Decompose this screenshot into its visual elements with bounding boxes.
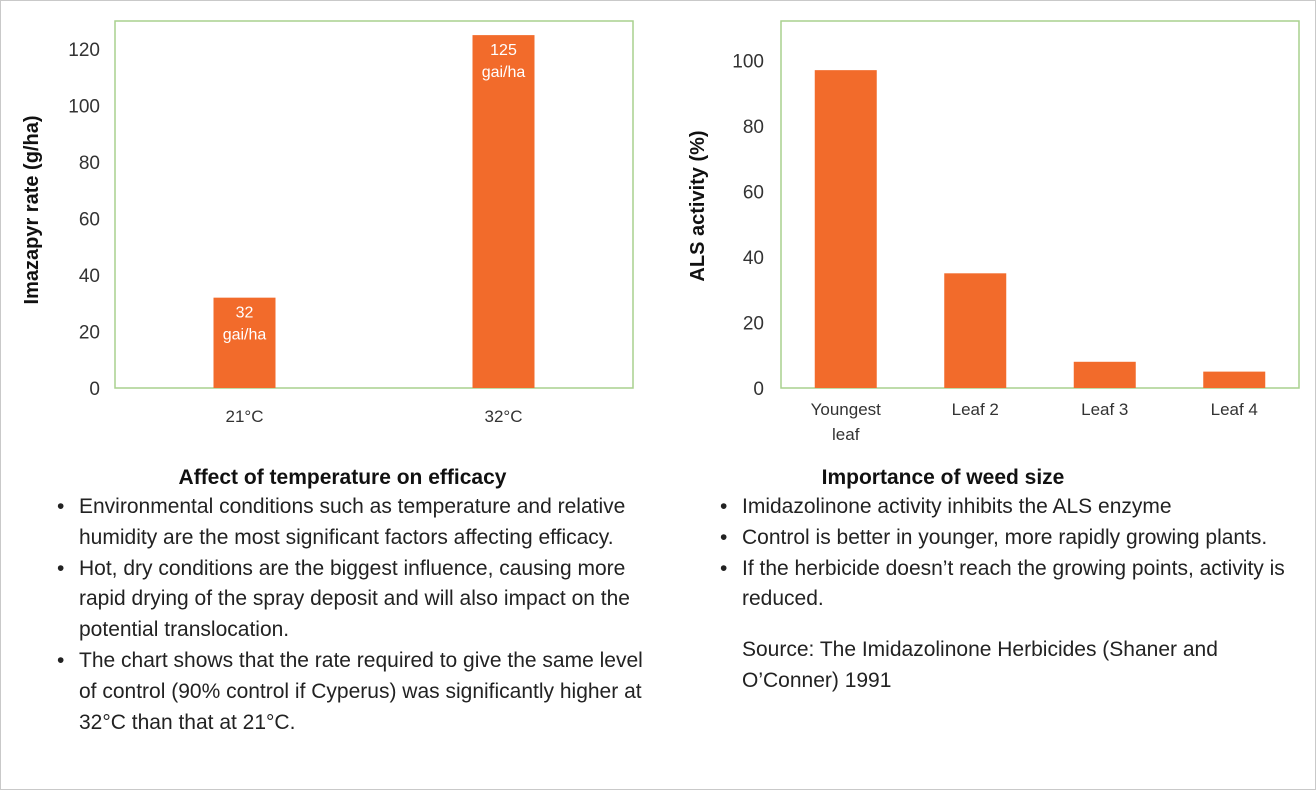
x-category-label: Youngest leaf bbox=[811, 400, 882, 444]
y-tick-label: 40 bbox=[79, 266, 100, 287]
y-tick-label: 80 bbox=[743, 117, 764, 138]
bar-data-label: 125 gai/ha bbox=[482, 42, 526, 81]
y-tick-label: 0 bbox=[753, 379, 764, 400]
x-category-label: Leaf 2 bbox=[952, 400, 999, 419]
panel-title-temperature: Affect of temperature on efficacy bbox=[178, 466, 507, 489]
bar bbox=[944, 273, 1007, 388]
weed-size-bullet-list: Imidazolinone activity inhibits the ALS … bbox=[718, 492, 1308, 615]
y-tick-label: 20 bbox=[79, 323, 100, 344]
bullet-item: The chart shows that the rate required t… bbox=[55, 646, 650, 738]
bar bbox=[472, 35, 535, 388]
bar bbox=[814, 70, 877, 388]
x-category-label: 21°C bbox=[226, 407, 264, 426]
y-tick-label: 120 bbox=[68, 40, 100, 61]
bar bbox=[213, 297, 276, 388]
y-tick-label: 60 bbox=[743, 182, 764, 203]
temperature-rate-chart: 0 20 40 60 80 100 120 Imazapyr rate (g/ha) 21°C 3… bbox=[21, 20, 634, 426]
y-axis-title: Imazapyr rate (g/ha) bbox=[21, 116, 43, 305]
bullet-item: If the herbicide doesn’t reach the growi… bbox=[718, 554, 1308, 616]
temperature-efficacy-panel: Affect of temperature on efficacy Enviro… bbox=[55, 466, 650, 738]
bullet-item: Imidazolinone activity inhibits the ALS … bbox=[718, 492, 1308, 523]
x-category-label: 32°C bbox=[485, 407, 523, 426]
y-tick-label: 40 bbox=[743, 248, 764, 269]
x-category-label: Leaf 3 bbox=[1081, 400, 1128, 419]
bar bbox=[1203, 371, 1266, 388]
y-tick-label: 80 bbox=[79, 153, 100, 174]
als-activity-chart: 0 20 40 60 80 100 ALS activity (%) Youngest leaf… bbox=[687, 20, 1300, 444]
bar bbox=[1073, 361, 1136, 388]
y-axis-title: ALS activity (%) bbox=[687, 130, 709, 281]
y-tick-label: 100 bbox=[68, 97, 100, 118]
x-category-label: Leaf 4 bbox=[1211, 400, 1258, 419]
plot-area-border bbox=[114, 20, 634, 389]
panel-title-weed-size: Importance of weed size bbox=[821, 466, 1065, 489]
weed-size-panel: Importance of weed size Imidazolinone ac… bbox=[718, 466, 1308, 697]
temperature-bullet-list: Environmental conditions such as tempera… bbox=[55, 492, 650, 738]
y-tick-label: 60 bbox=[79, 210, 100, 231]
bar-data-label: 32 gai/ha bbox=[223, 305, 267, 344]
bullet-item: Environmental conditions such as tempera… bbox=[55, 492, 650, 554]
bullet-item: Control is better in younger, more rapid… bbox=[718, 523, 1308, 554]
y-tick-label: 20 bbox=[743, 313, 764, 334]
y-tick-label: 100 bbox=[732, 51, 764, 72]
y-tick-label: 0 bbox=[89, 379, 100, 400]
source-citation: Source: The Imidazolinone Herbicides (Sh… bbox=[742, 638, 1218, 692]
bullet-item: Hot, dry conditions are the biggest infl… bbox=[55, 554, 650, 646]
